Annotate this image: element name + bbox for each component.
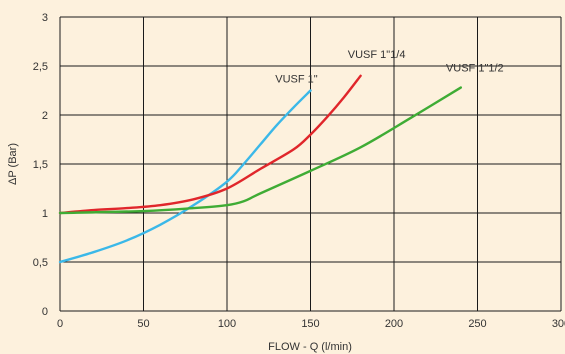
y-tick-label: 0,5 bbox=[33, 257, 48, 269]
series-line-2 bbox=[58, 86, 462, 215]
y-axis-label: ΔP (Bar) bbox=[7, 143, 19, 185]
series-label-0: VUSF 1" bbox=[275, 74, 318, 86]
y-tick-label: 3 bbox=[42, 12, 48, 24]
x-tick-label: 0 bbox=[57, 318, 63, 330]
series-label-1: VUSF 1"1/4 bbox=[348, 49, 406, 61]
x-tick-label: 150 bbox=[301, 318, 319, 330]
x-tick-label: 250 bbox=[468, 318, 486, 330]
series-label-2: VUSF 1"1/2 bbox=[446, 63, 504, 75]
y-tick-label: 1,5 bbox=[33, 159, 48, 171]
x-tick-label: 50 bbox=[137, 318, 149, 330]
x-tick-label: 200 bbox=[385, 318, 403, 330]
y-tick-label: 2 bbox=[42, 110, 48, 122]
y-tick-label: 2,5 bbox=[33, 61, 48, 73]
x-tick-label: 300 bbox=[552, 318, 565, 330]
series-line-1 bbox=[58, 74, 362, 215]
y-tick-labels: 0 0,5 1 1,5 2 2,5 3 bbox=[33, 12, 48, 318]
series-labels: VUSF 1" VUSF 1"1/4 VUSF 1"1/2 bbox=[275, 49, 503, 86]
series-line-0 bbox=[58, 89, 312, 264]
y-tick-label: 1 bbox=[42, 208, 48, 220]
y-tick-label: 0 bbox=[42, 306, 48, 318]
x-tick-labels: 0 50 100 150 200 250 300 bbox=[57, 318, 565, 330]
series-lines bbox=[58, 74, 462, 264]
x-tick-label: 100 bbox=[218, 318, 236, 330]
grid-lines bbox=[59, 16, 562, 312]
x-axis-label: FLOW - Q (l/min) bbox=[268, 341, 352, 353]
